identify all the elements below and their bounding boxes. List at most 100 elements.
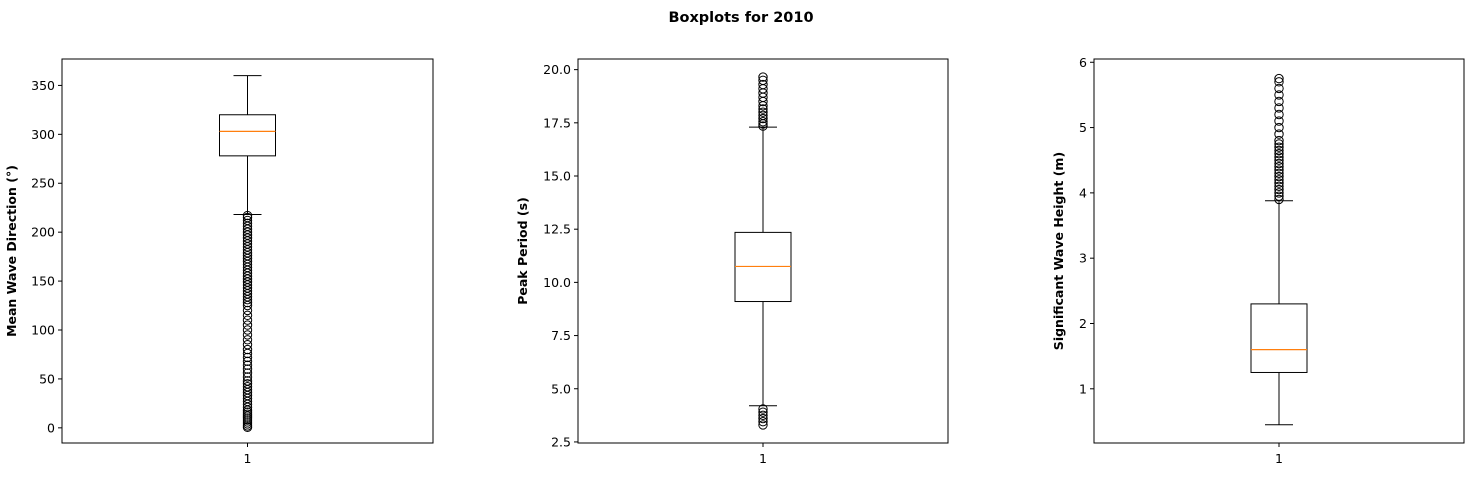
outlier-point <box>758 413 768 424</box>
outlier-point <box>1274 145 1284 156</box>
x-tick-label: 1 <box>1275 451 1283 466</box>
outlier-point <box>1274 175 1284 185</box>
y-tick-label: 3 <box>1079 251 1087 266</box>
outlier-point <box>1274 181 1284 192</box>
outlier-point <box>1274 184 1284 195</box>
y-tick-label: 200 <box>31 225 55 240</box>
outlier-point <box>1274 122 1284 133</box>
outlier-point <box>1274 135 1284 146</box>
y-tick-label: 5.0 <box>551 381 571 396</box>
outlier-point <box>242 344 253 355</box>
outlier-point <box>1274 171 1284 182</box>
outlier-point <box>1274 152 1284 162</box>
outlier-point <box>758 417 768 427</box>
outlier-point <box>242 310 253 321</box>
outlier-point <box>242 335 253 345</box>
y-tick-label: 4 <box>1079 185 1087 200</box>
y-tick-label: 350 <box>31 78 55 93</box>
outlier-point <box>758 107 768 117</box>
outlier-point <box>1274 165 1284 175</box>
outlier-point <box>242 305 253 316</box>
outlier-point <box>758 113 768 124</box>
outlier-point <box>1274 162 1284 172</box>
outlier-point <box>1274 168 1284 178</box>
y-tick-label: 50 <box>39 371 55 386</box>
outlier-point <box>1274 96 1284 107</box>
y-axis-label: Mean Wave Direction (°) <box>4 165 19 337</box>
x-tick-label: 1 <box>244 451 252 466</box>
iqr-box <box>219 114 276 157</box>
y-tick-label: 20.0 <box>543 62 571 77</box>
subplots-group: 0 50 100 150 200 250 300 350 1 Mean Wave Directio… <box>4 55 1465 466</box>
y-tick-label: 1 <box>1079 381 1087 396</box>
outlier-point <box>242 372 253 382</box>
outlier-point <box>1274 155 1284 165</box>
y-tick-label: 7.5 <box>551 328 571 343</box>
outlier-point <box>1274 148 1284 159</box>
outlier-point <box>758 121 768 131</box>
y-tick-label: 100 <box>31 323 55 338</box>
outlier-point <box>1274 194 1284 205</box>
outlier-point <box>242 376 253 386</box>
outlier-point <box>242 352 253 363</box>
outlier-point <box>1274 116 1284 126</box>
outlier-point <box>758 110 768 121</box>
x-tick-label: 1 <box>759 451 767 466</box>
figure-title: Boxplots for 2010 <box>668 10 813 26</box>
outlier-point <box>242 382 253 392</box>
outlier-point <box>1274 109 1284 120</box>
y-tick-label: 300 <box>31 127 55 142</box>
outlier-point <box>242 368 253 378</box>
outlier-point <box>758 410 768 421</box>
subplot-1: 0 50 100 150 200 250 300 350 1 Mean Wave Directio… <box>4 58 434 466</box>
outlier-point <box>758 75 768 85</box>
outlier-point <box>1274 142 1284 152</box>
outlier-point <box>242 320 253 330</box>
outlier-point <box>758 404 768 414</box>
y-tick-label: 250 <box>31 176 55 191</box>
outlier-point <box>758 117 768 127</box>
y-tick-label: 12.5 <box>543 222 571 237</box>
y-tick-label: 2 <box>1079 316 1087 331</box>
y-tick-label: 10.0 <box>543 275 571 290</box>
outlier-point <box>242 315 253 325</box>
outlier-point <box>242 215 253 226</box>
y-tick-label: 2.5 <box>551 434 571 449</box>
outlier-point <box>758 407 768 417</box>
outlier-point <box>1274 90 1284 100</box>
subplot-3: 1 2 3 4 5 6 1 Significant Wave Height (m) <box>1051 55 1465 466</box>
outlier-point <box>1274 188 1284 198</box>
outlier-point <box>242 325 253 335</box>
outlier-point <box>1274 191 1284 201</box>
outlier-point <box>242 218 253 229</box>
outlier-point <box>242 364 253 374</box>
y-tick-label: 15.0 <box>543 169 571 184</box>
y-tick-label: 0 <box>47 420 55 435</box>
y-tick-label: 17.5 <box>543 115 571 130</box>
outlier-point <box>242 339 253 350</box>
outlier-point <box>1274 178 1284 188</box>
outlier-point <box>1274 158 1284 169</box>
y-axis-label: Significant Wave Height (m) <box>1051 152 1066 350</box>
y-axis-label: Peak Period (s) <box>515 197 530 305</box>
outlier-point <box>242 356 253 367</box>
outlier-point <box>1274 139 1284 149</box>
y-tick-label: 6 <box>1079 55 1087 70</box>
outlier-point <box>242 360 253 370</box>
outlier-point <box>758 420 768 430</box>
y-tick-label: 150 <box>31 274 55 289</box>
iqr-box <box>1250 303 1308 373</box>
outlier-point <box>1274 83 1284 94</box>
outlier-point <box>1274 73 1284 84</box>
outlier-point <box>1274 103 1284 113</box>
subplot-2: 2.5 5.0 7.5 10.0 12.5 15.0 17.5 20.0 1 Peak Perio… <box>515 58 949 466</box>
outlier-point <box>242 210 253 221</box>
outlier-point <box>758 72 768 82</box>
outlier-point <box>758 104 768 114</box>
outlier-point <box>1274 129 1284 139</box>
outlier-point <box>1274 77 1284 87</box>
outlier-point <box>758 79 768 90</box>
outlier-point <box>242 330 253 340</box>
